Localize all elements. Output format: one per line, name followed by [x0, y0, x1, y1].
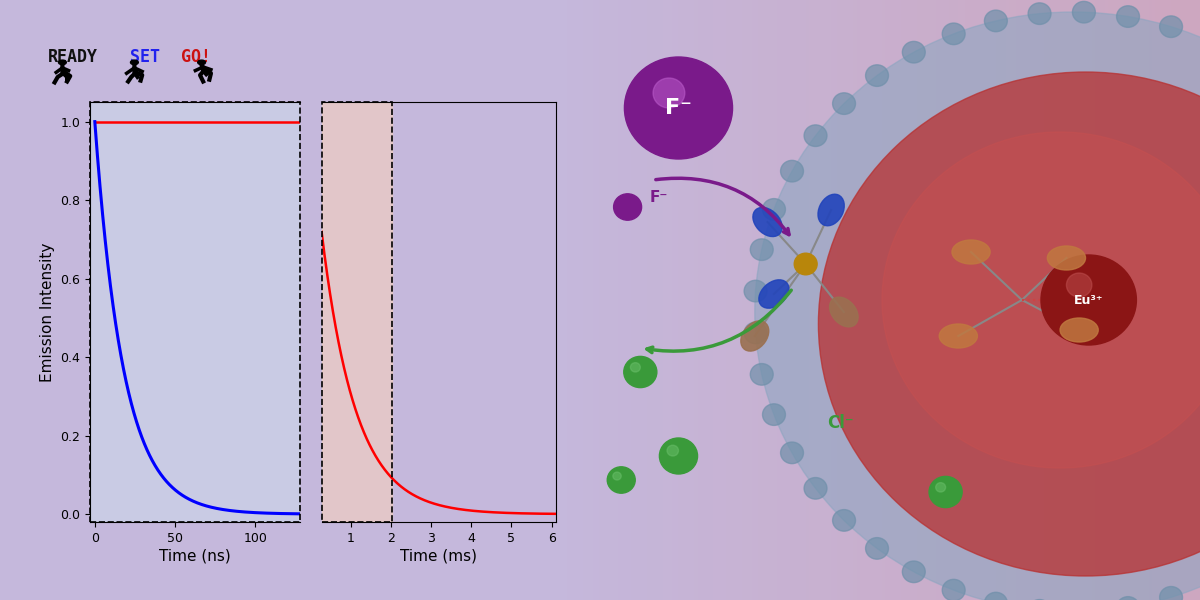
Circle shape	[762, 199, 786, 220]
Circle shape	[794, 253, 817, 275]
Circle shape	[929, 476, 962, 508]
Circle shape	[198, 60, 205, 65]
Circle shape	[613, 194, 642, 220]
Circle shape	[1040, 255, 1136, 345]
Text: Eu³⁺: Eu³⁺	[1074, 293, 1104, 307]
Circle shape	[750, 239, 773, 260]
Circle shape	[902, 41, 925, 63]
Ellipse shape	[818, 194, 845, 226]
Circle shape	[902, 561, 925, 583]
Circle shape	[630, 362, 641, 372]
Circle shape	[804, 478, 827, 499]
Text: Cl⁻: Cl⁻	[827, 414, 854, 432]
Circle shape	[744, 322, 767, 344]
Circle shape	[780, 160, 804, 182]
Circle shape	[762, 404, 786, 425]
Circle shape	[804, 125, 827, 146]
Circle shape	[755, 12, 1200, 600]
Circle shape	[1028, 3, 1051, 25]
Circle shape	[984, 592, 1007, 600]
Circle shape	[607, 467, 635, 493]
Circle shape	[744, 280, 767, 302]
Text: F⁻: F⁻	[665, 98, 692, 118]
Ellipse shape	[752, 208, 782, 236]
Text: SET: SET	[130, 48, 160, 66]
Ellipse shape	[758, 280, 788, 308]
Circle shape	[1073, 1, 1096, 23]
Circle shape	[942, 23, 965, 44]
Ellipse shape	[952, 240, 990, 264]
Circle shape	[1067, 273, 1092, 297]
Circle shape	[613, 472, 622, 480]
Text: F⁻: F⁻	[650, 191, 668, 205]
Text: GO!: GO!	[181, 48, 211, 66]
X-axis label: Time (ns): Time (ns)	[160, 549, 230, 564]
Bar	[90, 102, 300, 522]
Bar	[322, 102, 391, 522]
Circle shape	[865, 65, 888, 86]
Circle shape	[1159, 587, 1182, 600]
Circle shape	[818, 72, 1200, 576]
X-axis label: Time (ms): Time (ms)	[400, 549, 478, 564]
Circle shape	[653, 78, 685, 108]
Circle shape	[750, 364, 773, 385]
Ellipse shape	[1048, 246, 1086, 270]
Circle shape	[1159, 16, 1182, 37]
Circle shape	[942, 580, 965, 600]
Circle shape	[131, 60, 138, 65]
Y-axis label: Emission Intensity: Emission Intensity	[40, 242, 55, 382]
Circle shape	[660, 438, 697, 474]
Circle shape	[667, 445, 678, 456]
Circle shape	[833, 93, 856, 115]
Circle shape	[1116, 596, 1140, 600]
Text: READY: READY	[48, 48, 98, 66]
Circle shape	[624, 356, 656, 388]
Circle shape	[59, 60, 66, 65]
Bar	[323, 102, 391, 522]
Circle shape	[865, 538, 888, 559]
Circle shape	[624, 57, 732, 159]
Ellipse shape	[1060, 318, 1098, 342]
Circle shape	[882, 132, 1200, 468]
Circle shape	[833, 509, 856, 531]
Ellipse shape	[740, 321, 769, 351]
Circle shape	[936, 482, 946, 492]
Ellipse shape	[829, 297, 858, 327]
Ellipse shape	[940, 324, 977, 348]
Circle shape	[984, 10, 1007, 32]
Circle shape	[780, 442, 804, 464]
Circle shape	[1116, 6, 1140, 28]
